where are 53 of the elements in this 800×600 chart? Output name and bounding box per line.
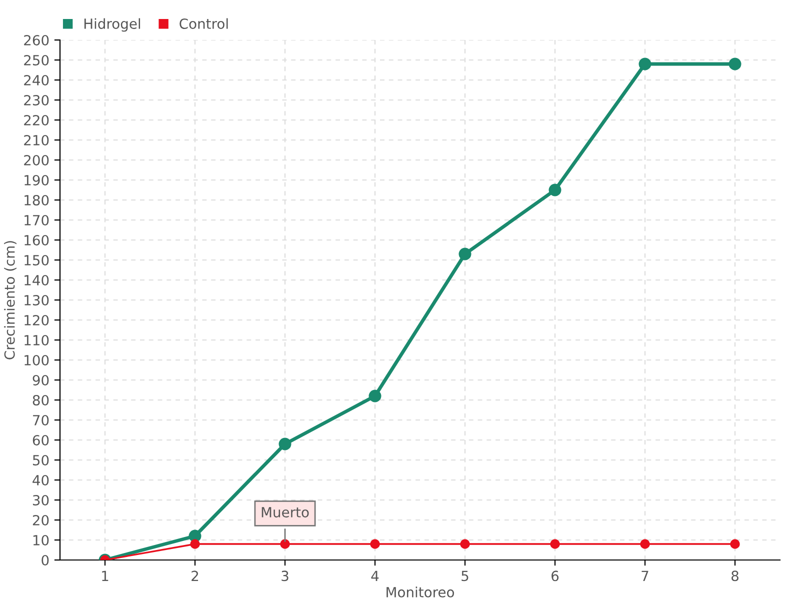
x-tick-label: 6 xyxy=(552,570,559,582)
y-tick-label: 230 xyxy=(24,94,49,106)
x-tick-label: 5 xyxy=(462,570,468,582)
point xyxy=(280,539,290,549)
point xyxy=(458,248,472,260)
y-tick-label: 40 xyxy=(32,474,49,486)
y-tick-label: 0 xyxy=(42,554,49,566)
y-tick-label: 150 xyxy=(24,254,49,266)
y-tick-label: 260 xyxy=(24,34,49,46)
y-tick-label: 120 xyxy=(24,314,49,326)
x-axis-title: Monitoreo xyxy=(386,586,454,598)
y-tick-label: 240 xyxy=(24,74,49,86)
y-tick-label: 160 xyxy=(24,234,49,246)
legend-label: Control xyxy=(180,18,228,29)
y-tick-label: 60 xyxy=(32,434,49,446)
point xyxy=(190,539,200,549)
y-axis-title: Crecimiento (cm) xyxy=(4,241,16,360)
y-tick-label: 130 xyxy=(24,294,49,306)
point xyxy=(640,539,650,549)
y-tick-label: 180 xyxy=(24,194,49,206)
point xyxy=(548,184,562,196)
y-tick-label: 80 xyxy=(32,394,49,406)
legend-label: Hidrogel xyxy=(84,18,140,32)
y-tick-label: 100 xyxy=(24,354,49,366)
y-tick-label: 20 xyxy=(32,514,49,526)
y-tick-label: 250 xyxy=(24,54,49,66)
x-tick-label: 3 xyxy=(282,570,288,582)
x-tick-label: 1 xyxy=(102,570,108,581)
y-tick-label: 70 xyxy=(33,414,49,426)
x-tick-label: 4 xyxy=(371,570,379,581)
point xyxy=(370,539,380,549)
y-tick-label: 220 xyxy=(24,114,49,126)
y-tick-label: 90 xyxy=(32,374,49,386)
point xyxy=(368,390,382,402)
x-tick-label: 8 xyxy=(732,570,738,582)
point xyxy=(550,539,560,549)
point xyxy=(728,58,742,70)
y-tick-label: 200 xyxy=(24,154,49,166)
point xyxy=(638,58,652,70)
point xyxy=(730,539,740,549)
y-tick-label: 10 xyxy=(33,534,49,546)
y-tick-label: 170 xyxy=(24,214,49,226)
point xyxy=(278,438,292,450)
y-tick-label: 50 xyxy=(32,454,49,466)
annotation: Muerto xyxy=(262,507,309,518)
y-tick-label: 190 xyxy=(24,174,49,186)
y-tick-label: 140 xyxy=(24,274,49,286)
y-tick-label: 210 xyxy=(24,134,49,146)
y-tick-label: 30 xyxy=(32,494,49,506)
x-tick-label: 2 xyxy=(192,570,198,581)
y-tick-label: 110 xyxy=(24,334,49,346)
point xyxy=(460,539,470,549)
x-tick-label: 7 xyxy=(642,570,648,581)
